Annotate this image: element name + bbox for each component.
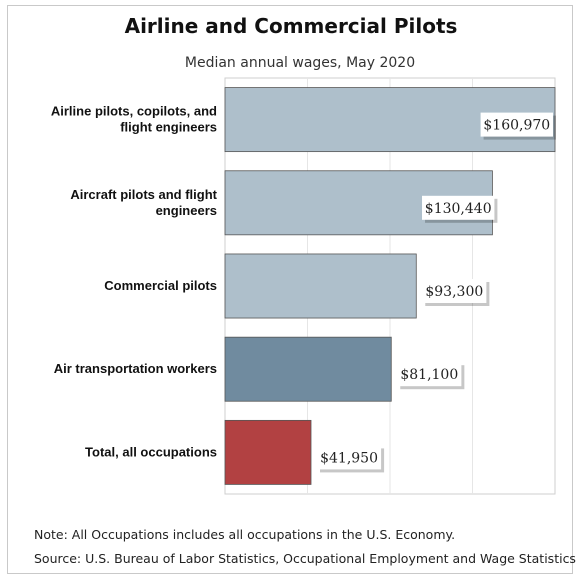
category-label: flight engineers — [120, 120, 217, 135]
category-label: engineers — [156, 203, 217, 218]
data-label-box — [422, 195, 495, 220]
chart-title: Airline and Commercial Pilots — [125, 14, 458, 38]
chart-subtitle: Median annual wages, May 2020 — [185, 55, 415, 71]
data-label-box — [397, 362, 462, 387]
category-label: Commercial pilots — [104, 278, 217, 293]
data-label: $41,950 — [320, 450, 378, 466]
bar — [224, 419, 312, 485]
data-label: $93,300 — [425, 284, 483, 300]
category-label: Total, all occupations — [85, 444, 217, 459]
data-label-box — [480, 112, 553, 137]
source-text: Source: U.S. Bureau of Labor Statistics,… — [34, 551, 576, 566]
category-label: Air transportation workers — [54, 361, 217, 376]
data-label-box — [317, 445, 382, 470]
data-label: $130,440 — [425, 201, 492, 217]
data-label: $81,100 — [400, 367, 458, 383]
bar — [224, 336, 392, 402]
note-text: Note: All Occupations includes all occup… — [34, 527, 455, 542]
bar — [224, 253, 417, 319]
data-label: $160,970 — [483, 118, 550, 134]
data-label-box — [422, 279, 487, 303]
category-label: Aircraft pilots and flight — [70, 187, 217, 202]
category-label: Airline pilots, copilots, and — [51, 104, 217, 119]
